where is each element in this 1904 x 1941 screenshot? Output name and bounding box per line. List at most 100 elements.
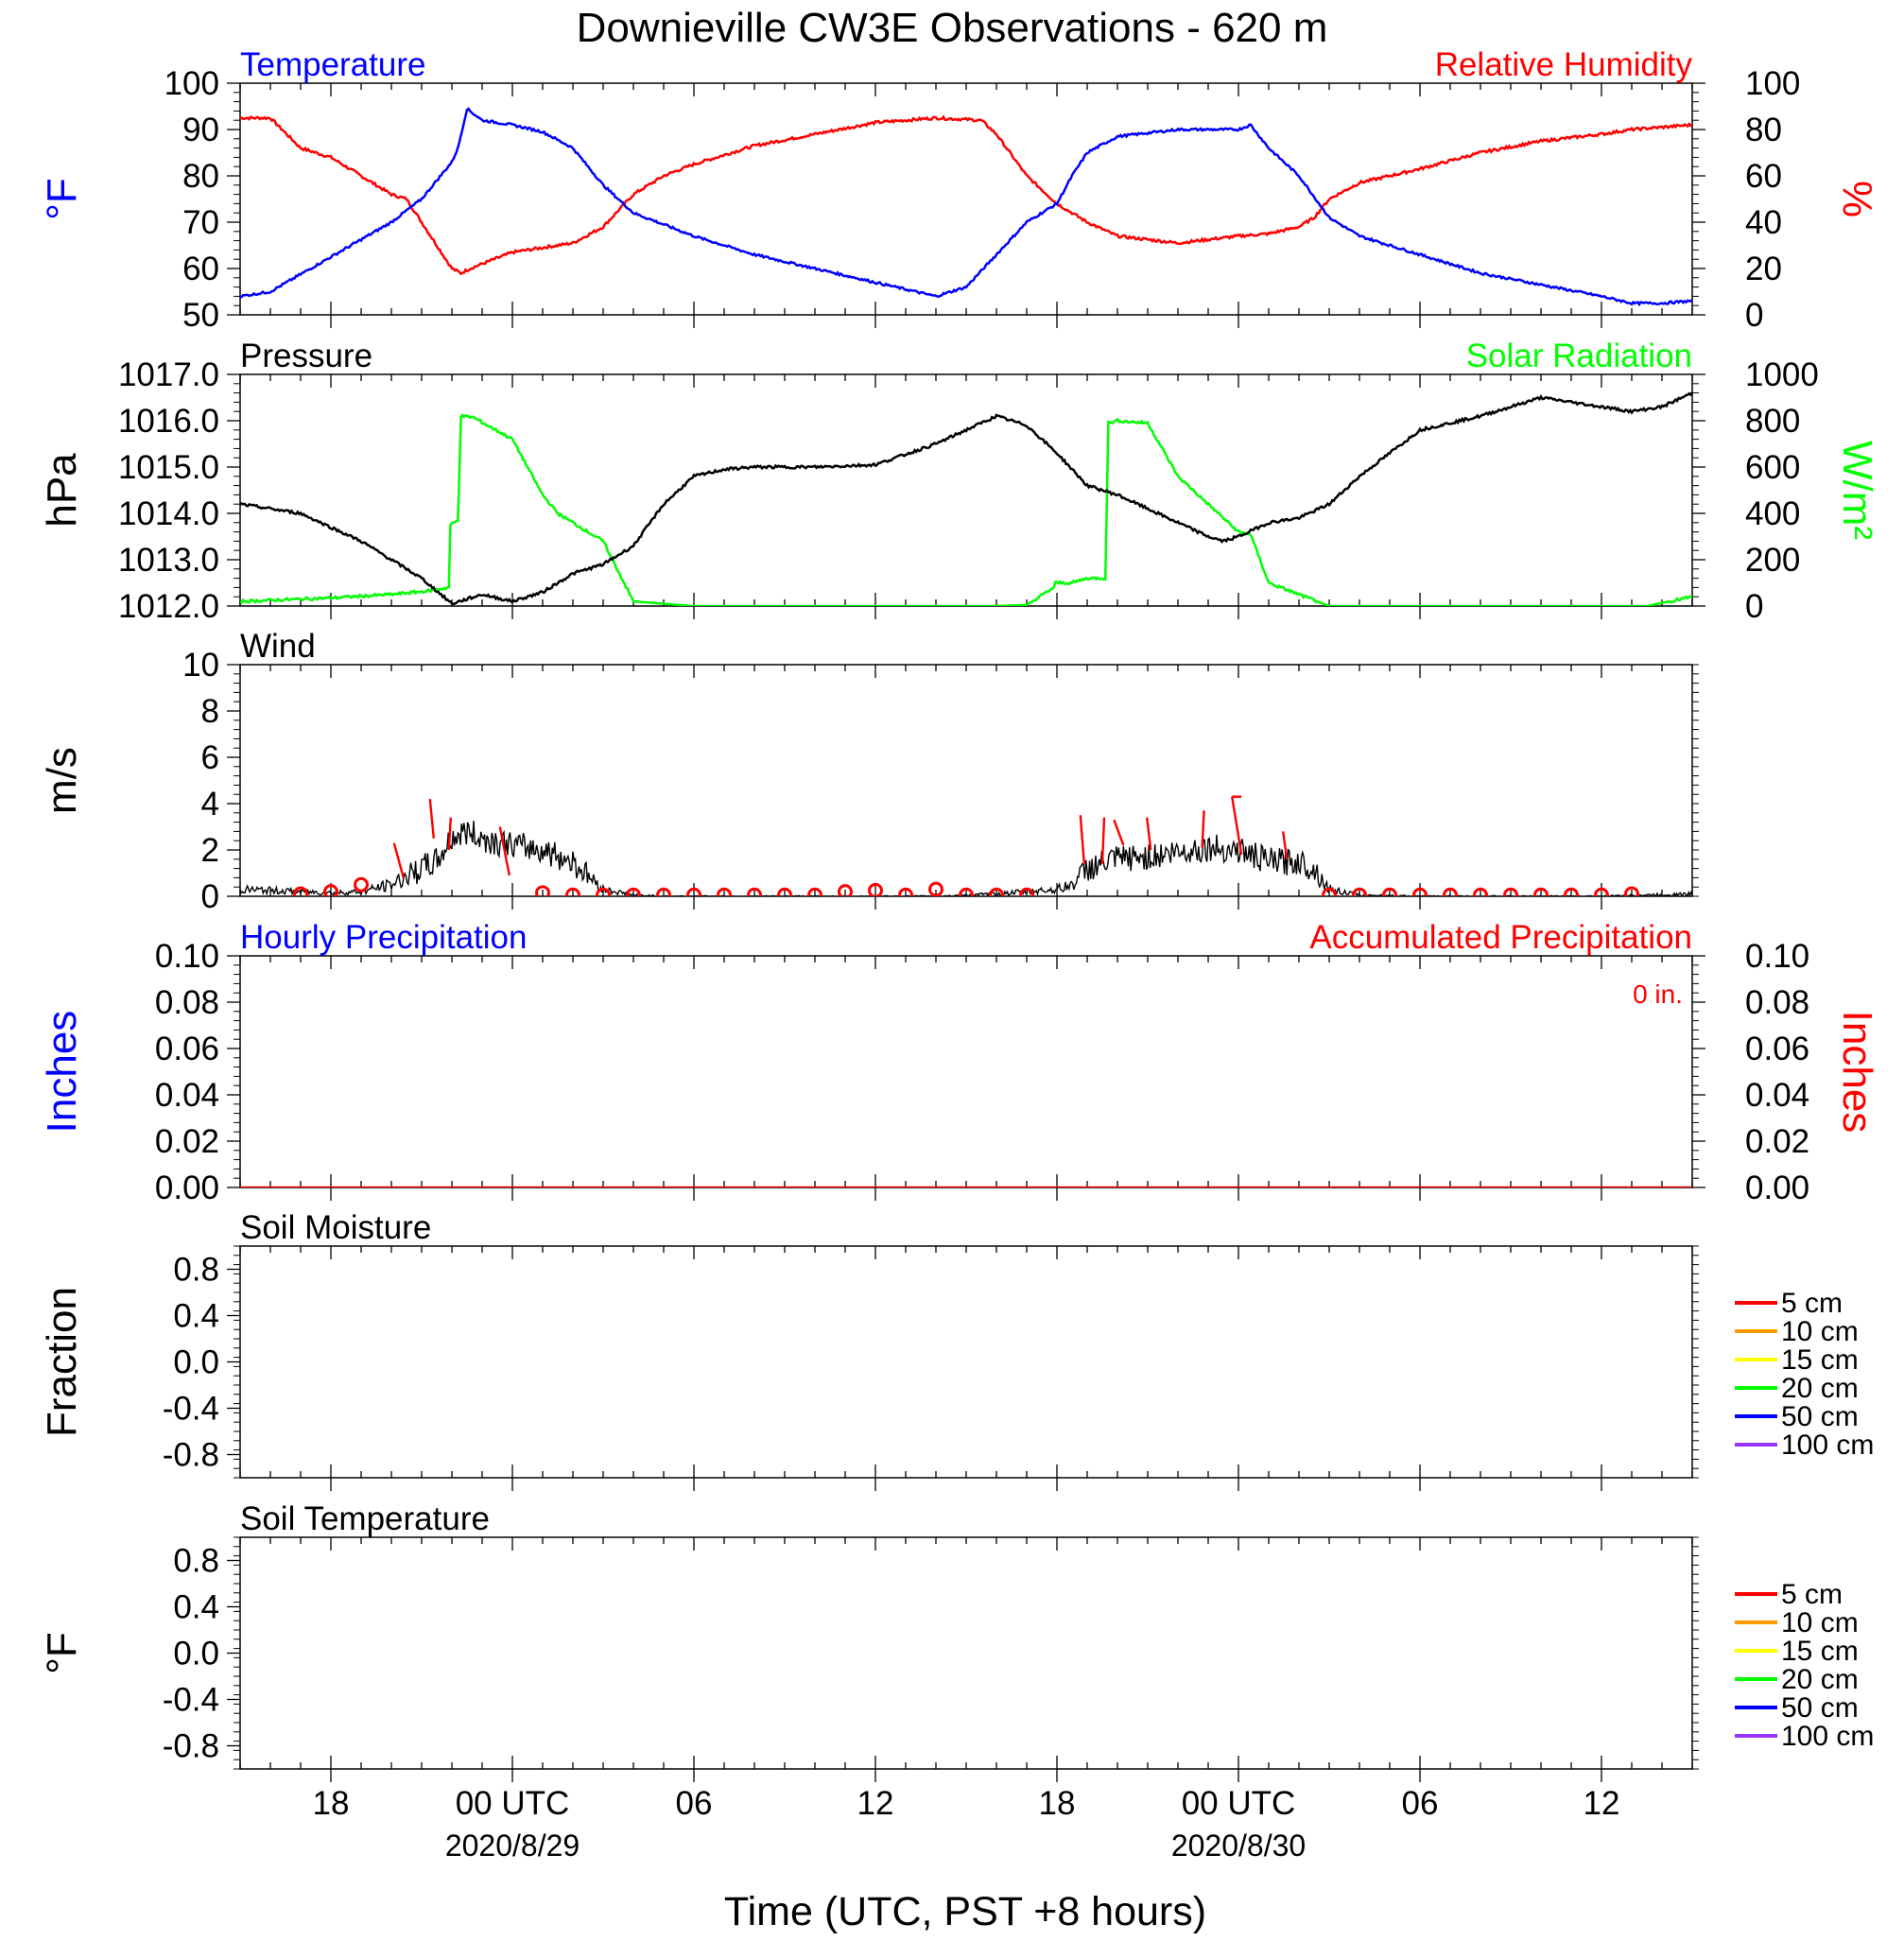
legend-label: 50 cm (1781, 1401, 1859, 1432)
calm-wind-marker (747, 887, 762, 896)
calm-wind-marker (1473, 887, 1488, 896)
y-left-tick-label: 0.10 (155, 938, 219, 975)
panel-soil-moisture: 0.8 0.4 0.0 -0.4 -0.8 Soil Moisture Fraction 5 … (39, 1209, 1874, 1491)
y-axis-label-left: hPa (39, 453, 85, 528)
panel-title-left: Soil Moisture (240, 1209, 431, 1246)
y-axis-label-right: W/m² (1834, 441, 1880, 540)
series-temperature (240, 107, 1692, 307)
y-left-tick-label: 1012.0 (118, 588, 219, 625)
calm-wind-marker (1503, 887, 1518, 896)
calm-wind-marker (565, 887, 580, 896)
panel-pressure-solar: 1017.0 1016.0 1015.0 1014.0 1013.0 1012.0 1000… (39, 338, 1880, 625)
y-left-tick-label: 0.8 (173, 1543, 219, 1580)
y-left-tick-label: 6 (201, 739, 219, 776)
y-left-tick-label: 0.00 (155, 1170, 219, 1206)
y-left-tick-label: -0.4 (163, 1391, 219, 1428)
calm-wind-marker (686, 887, 701, 896)
calm-wind-marker (1352, 887, 1367, 896)
legend-label: 10 cm (1781, 1316, 1859, 1347)
y-axis-label-left: Fraction (39, 1287, 85, 1437)
calm-wind-marker (1443, 887, 1458, 896)
calm-wind-marker (1019, 887, 1034, 896)
wind-barb (392, 842, 405, 878)
legend-label: 15 cm (1781, 1344, 1859, 1376)
y-right-tick-label: 0 (1745, 588, 1763, 625)
plot-frame (239, 955, 1693, 1188)
y-axis-label-right: Inches (1834, 1011, 1880, 1134)
calm-wind-marker (1412, 887, 1428, 896)
y-right-tick-label: 0.00 (1745, 1170, 1809, 1206)
y-left-tick-label: 10 (182, 647, 219, 684)
calm-wind-marker (928, 881, 943, 896)
y-right-tick-label: 40 (1745, 204, 1782, 241)
y-left-tick-label: -0.8 (163, 1728, 219, 1765)
panel-title-right: Solar Radiation (1466, 338, 1692, 374)
calm-wind-marker (1624, 886, 1639, 896)
legend-label: 15 cm (1781, 1636, 1859, 1667)
y-left-tick-label: 0.02 (155, 1123, 219, 1160)
calm-wind-marker (293, 886, 308, 896)
y-axis-label-left: Inches (39, 1011, 85, 1134)
panel-title-left: Temperature (240, 46, 425, 83)
calm-wind-marker (535, 885, 550, 896)
x-tick-label: 00 UTC (1182, 1785, 1296, 1822)
calm-wind-marker (838, 884, 853, 896)
legend-label: 5 cm (1781, 1288, 1843, 1319)
y-left-tick-label: 50 (182, 297, 219, 334)
series-wind-speed (240, 820, 1692, 896)
x-tick-label: 18 (313, 1785, 350, 1822)
x-date-label: 2020/8/30 (1171, 1828, 1306, 1863)
calm-wind-marker (989, 887, 1004, 896)
y-right-tick-label: 80 (1745, 112, 1782, 148)
wind-barb (1079, 815, 1085, 864)
y-right-tick-label: 20 (1745, 251, 1782, 287)
series-relative-humidity (240, 114, 1692, 276)
panel-temperature-humidity: 100 90 80 70 60 50 100 80 60 40 20 0 Temperature Rela… (39, 46, 1880, 334)
calm-wind-marker (656, 887, 671, 896)
calm-wind-marker (626, 887, 641, 896)
y-right-tick-label: 0.02 (1745, 1123, 1809, 1160)
x-tick-label: 12 (857, 1785, 894, 1822)
x-axis-label: Time (UTC, PST +8 hours) (724, 1889, 1206, 1934)
wind-barb (1100, 817, 1106, 864)
y-left-tick-label: 100 (164, 65, 219, 102)
y-left-tick-label: 80 (182, 158, 219, 195)
calm-wind-marker (323, 884, 338, 896)
x-tick-label: 12 (1584, 1785, 1620, 1822)
x-tick-label: 06 (676, 1785, 713, 1822)
calm-wind-marker (354, 876, 369, 893)
legend-label: 20 cm (1781, 1373, 1859, 1404)
panel-title-left: Hourly Precipitation (240, 919, 527, 956)
y-left-tick-label: 0.04 (155, 1077, 219, 1114)
wind-barb (1201, 810, 1205, 848)
plot-area (240, 391, 1692, 606)
x-tick-label: 06 (1402, 1785, 1439, 1822)
wind-barb (428, 798, 435, 839)
y-right-tick-label: 0.08 (1745, 984, 1809, 1021)
y-right-tick-label: 1000 (1745, 356, 1819, 393)
calm-wind-marker (717, 887, 732, 896)
y-left-tick-label: 8 (201, 693, 219, 730)
legend-label: 10 cm (1781, 1607, 1859, 1638)
calm-wind-marker (1382, 887, 1397, 896)
legend-label: 50 cm (1781, 1692, 1859, 1724)
y-left-tick-label: 0 (201, 878, 219, 915)
plot-frame (239, 664, 1693, 897)
chart-title: Downieville CW3E Observations - 620 m (577, 5, 1328, 51)
wind-barb (1113, 819, 1125, 846)
legend-label: 100 cm (1781, 1721, 1874, 1752)
calm-wind-marker (777, 887, 792, 896)
wind-barb (1231, 796, 1243, 856)
y-left-tick-label: 70 (182, 204, 219, 241)
y-right-tick-label: 60 (1745, 158, 1782, 195)
y-right-tick-label: 0 (1745, 297, 1763, 334)
calm-wind-marker (1594, 887, 1609, 896)
wind-barb (1146, 817, 1152, 851)
y-left-tick-label: 0.4 (173, 1589, 219, 1626)
y-right-tick-label: 100 (1745, 65, 1800, 102)
calm-wind-marker (1564, 887, 1579, 896)
